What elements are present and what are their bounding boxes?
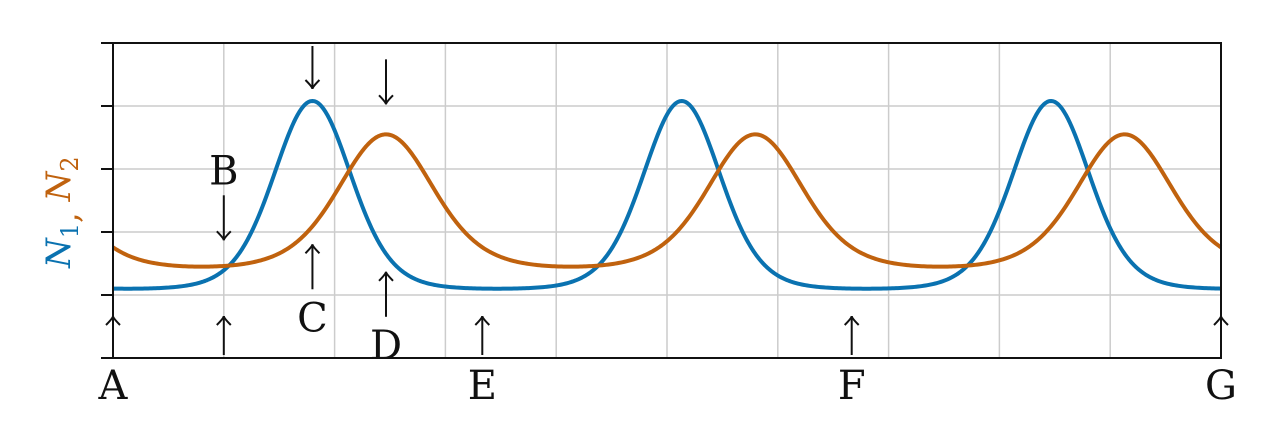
x-tick-label-a: A [98,363,129,409]
plot-frame [112,42,1222,359]
annotation-d: D [370,323,402,369]
series-n2-line [111,132,1223,269]
arrow-head [843,315,860,326]
series-group [111,98,1223,291]
x-tick-label-g: G [1205,363,1237,409]
arrow-head [1213,315,1229,326]
annotation-c: C [297,295,328,341]
annotation-b: B [209,148,238,194]
y-axis-label: N1, N2 [39,156,87,269]
grid [113,43,1221,358]
annotations: B CD [105,46,1229,369]
arrow-head [216,315,232,326]
arrow-head [378,271,394,282]
arrow-head [378,94,394,105]
x-tick-label-f: F [838,363,866,409]
series-n1-line [112,98,1222,291]
y-ticks [101,42,113,359]
arrow-head [216,230,232,241]
arrow-head [304,79,321,90]
arrow-head [474,315,491,326]
arrow-head [105,315,121,326]
x-tick-label-e: E [468,363,497,409]
